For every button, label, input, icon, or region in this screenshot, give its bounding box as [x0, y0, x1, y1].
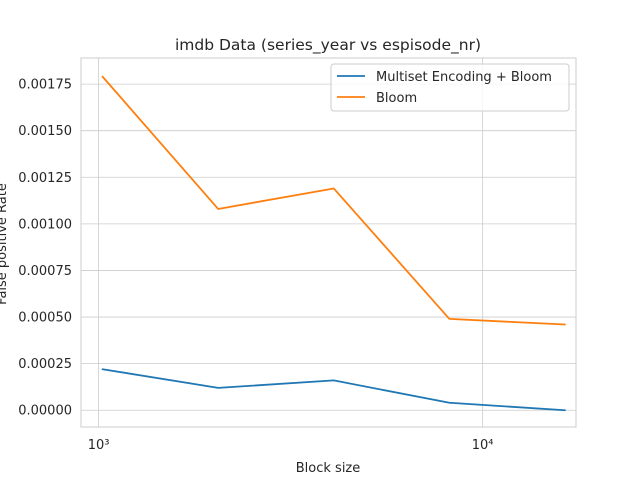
grid: [81, 58, 576, 427]
x-tick-labels: 10³ 10⁴: [88, 438, 494, 453]
series-line-1: [101, 75, 566, 326]
y-tick-label: 0.00175: [18, 78, 72, 93]
y-tick-label: 0.00100: [18, 217, 72, 232]
y-tick-labels: 0.00000 0.00025 0.00050 0.00075 0.00100 0.001…: [18, 78, 72, 419]
y-tick-label: 0.00050: [18, 311, 72, 326]
y-tick-label: 0.00025: [18, 357, 72, 372]
y-tick-label: 0.00075: [18, 264, 72, 279]
x-tick-label: 10³: [88, 438, 110, 453]
y-tick-label: 0.00150: [18, 124, 72, 139]
series-line-0: [101, 368, 566, 412]
legend-label-multiset: Multiset Encoding + Bloom: [376, 70, 552, 85]
legend-box: [330, 63, 570, 112]
series-lines: [101, 75, 566, 412]
y-axis-label: False positive Rate: [0, 183, 10, 305]
legend: Multiset Encoding + Bloom Bloom: [330, 63, 570, 112]
y-tick-label: 0.00000: [18, 404, 72, 419]
x-axis-label: Block size: [296, 461, 361, 476]
x-tick-label: 10⁴: [472, 438, 494, 453]
legend-label-bloom: Bloom: [376, 91, 417, 106]
plot-area-frame: [80, 57, 577, 428]
y-tick-label: 0.00125: [18, 171, 72, 186]
chart-title: imdb Data (series_year vs espisode_nr): [175, 36, 481, 55]
